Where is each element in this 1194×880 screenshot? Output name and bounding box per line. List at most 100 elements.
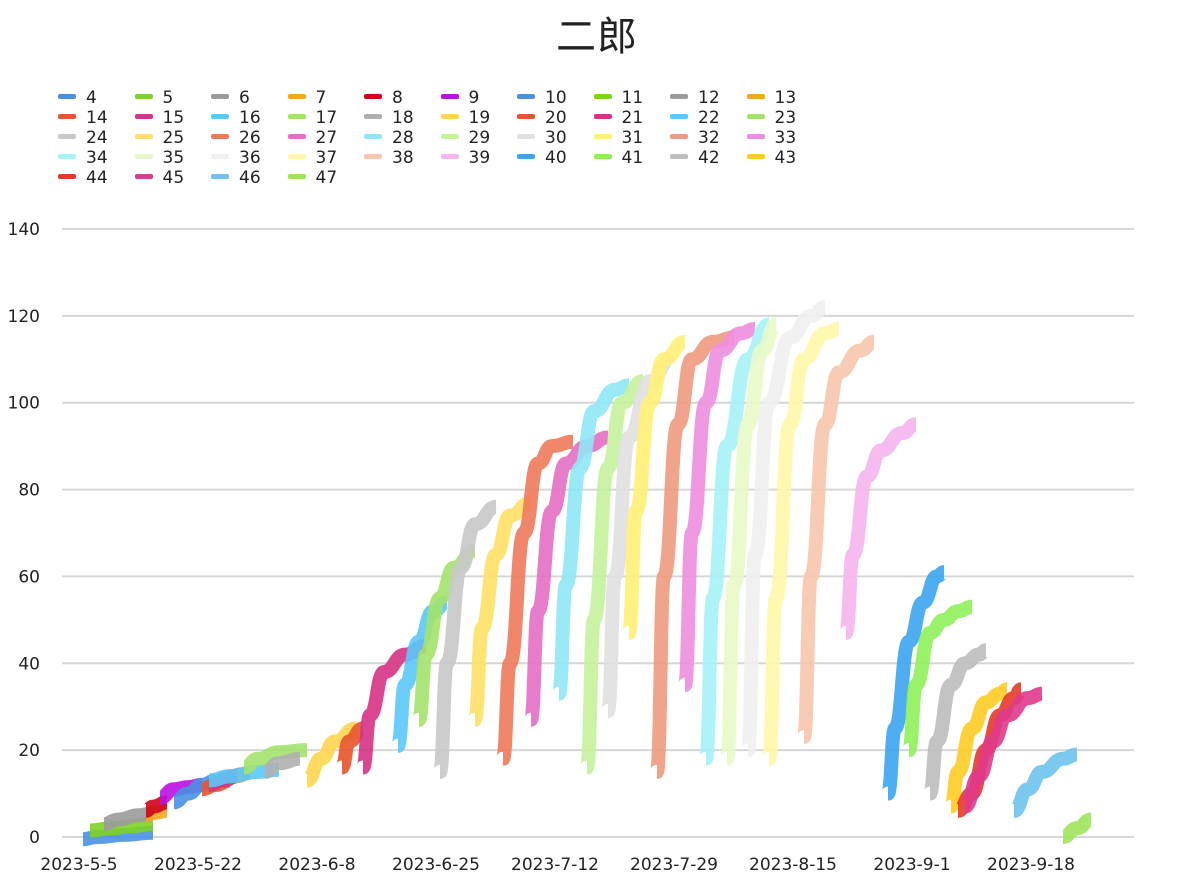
legend-item-33[interactable]: 33 xyxy=(746,128,797,148)
legend-swatch xyxy=(134,133,153,139)
series-line-34 xyxy=(699,317,772,766)
legend-item-19[interactable]: 19 xyxy=(440,108,490,128)
legend-item-6[interactable]: 6 xyxy=(211,88,250,108)
legend-item-8[interactable]: 8 xyxy=(364,88,403,108)
legend-item-14[interactable]: 14 xyxy=(58,108,108,128)
legend-item-37[interactable]: 37 xyxy=(287,148,338,168)
legend-label: 36 xyxy=(239,148,261,168)
series-line-38 xyxy=(797,334,876,745)
legend-swatch xyxy=(211,153,229,159)
legend-item-13[interactable]: 13 xyxy=(746,88,797,108)
legend-item-16[interactable]: 16 xyxy=(211,108,261,128)
series-line-37 xyxy=(762,321,840,766)
legend-item-38[interactable]: 38 xyxy=(364,148,414,168)
legend-item-15[interactable]: 15 xyxy=(134,108,185,128)
series-line-29 xyxy=(580,374,645,775)
legend-swatch xyxy=(134,93,153,99)
legend-swatch xyxy=(440,93,459,99)
legend-item-9[interactable]: 9 xyxy=(440,88,479,108)
legend-label: 10 xyxy=(545,88,567,108)
legend-label: 5 xyxy=(162,88,174,108)
legend-swatch xyxy=(517,113,535,119)
series-line-45 xyxy=(961,686,1043,814)
legend-swatch xyxy=(364,133,382,139)
legend-item-12[interactable]: 12 xyxy=(670,88,720,108)
x-tick-label: 2023-8-15 xyxy=(749,855,837,875)
series-line-18 xyxy=(263,751,301,779)
legend-item-41[interactable]: 41 xyxy=(593,148,644,168)
legend-swatch xyxy=(364,153,382,159)
legend-item-17[interactable]: 17 xyxy=(287,108,337,128)
legend-item-45[interactable]: 45 xyxy=(134,168,184,188)
series-line-33 xyxy=(678,321,756,692)
legend-item-34[interactable]: 34 xyxy=(58,148,108,168)
legend-item-28[interactable]: 28 xyxy=(364,128,414,148)
series-line-17 xyxy=(242,743,308,775)
legend-item-42[interactable]: 42 xyxy=(670,148,720,168)
legend-item-22[interactable]: 22 xyxy=(670,108,720,128)
series-line-35 xyxy=(720,317,780,766)
series-line-5 xyxy=(89,817,154,838)
legend-label: 15 xyxy=(162,108,185,128)
legend-item-20[interactable]: 20 xyxy=(517,108,567,128)
legend-item-31[interactable]: 31 xyxy=(593,128,644,148)
legend-label: 39 xyxy=(468,148,491,168)
legend-label: 41 xyxy=(621,148,644,168)
legend-label: 13 xyxy=(774,88,797,108)
legend-item-40[interactable]: 40 xyxy=(517,148,567,168)
legend-item-32[interactable]: 32 xyxy=(670,128,720,148)
y-tick-label: 120 xyxy=(8,307,40,327)
legend-item-23[interactable]: 23 xyxy=(746,108,796,128)
y-tick-label: 60 xyxy=(18,567,40,587)
legend-label: 35 xyxy=(162,148,185,168)
legend-item-25[interactable]: 25 xyxy=(134,128,184,148)
legend-item-21[interactable]: 21 xyxy=(593,108,644,128)
legend-item-43[interactable]: 43 xyxy=(746,148,797,168)
legend-item-26[interactable]: 26 xyxy=(211,128,261,148)
legend-item-36[interactable]: 36 xyxy=(211,148,261,168)
legend-label: 6 xyxy=(239,88,250,108)
series-line-41 xyxy=(902,599,973,758)
legend-item-29[interactable]: 29 xyxy=(440,128,490,148)
legend-item-4[interactable]: 4 xyxy=(58,88,97,108)
series-line-32 xyxy=(650,330,735,779)
legend-item-44[interactable]: 44 xyxy=(58,168,108,188)
legend-label: 37 xyxy=(315,148,338,168)
legend-swatch xyxy=(593,93,612,99)
y-tick-label: 80 xyxy=(18,481,40,501)
legend-label: 33 xyxy=(774,128,797,148)
legend-item-11[interactable]: 11 xyxy=(593,88,643,108)
series-line-47 xyxy=(1061,812,1093,844)
legend-item-24[interactable]: 24 xyxy=(58,128,108,148)
legend-item-18[interactable]: 18 xyxy=(364,108,414,128)
legend-item-5[interactable]: 5 xyxy=(134,88,174,108)
series-line-20 xyxy=(335,721,366,775)
series-line-28 xyxy=(552,378,630,701)
x-tick-label: 2023-5-5 xyxy=(40,855,117,875)
series-line-25 xyxy=(468,495,533,727)
legend-item-10[interactable]: 10 xyxy=(517,88,567,108)
legend-item-35[interactable]: 35 xyxy=(134,148,185,168)
legend-item-47[interactable]: 47 xyxy=(287,168,337,188)
legend-item-7[interactable]: 7 xyxy=(287,88,326,108)
series-line-46 xyxy=(1010,747,1078,818)
legend-swatch xyxy=(670,133,688,139)
series-line-19 xyxy=(303,721,358,788)
legend-item-46[interactable]: 46 xyxy=(211,168,261,188)
legend-swatch xyxy=(134,113,153,119)
legend-label: 31 xyxy=(621,128,644,148)
series-line-39 xyxy=(839,417,918,640)
legend-label: 21 xyxy=(621,108,644,128)
series-line-31 xyxy=(622,334,687,640)
legend-item-39[interactable]: 39 xyxy=(440,148,491,168)
legend-swatch xyxy=(364,113,382,119)
legend-label: 4 xyxy=(86,88,97,108)
y-tick-label: 140 xyxy=(8,220,40,240)
legend-swatch xyxy=(58,153,76,159)
x-tick-label: 2023-7-12 xyxy=(511,855,599,875)
legend-item-30[interactable]: 30 xyxy=(517,128,567,148)
legend-label: 8 xyxy=(392,88,403,108)
legend-item-27[interactable]: 27 xyxy=(287,128,337,148)
x-axis: 2023-5-5 2023-5-22 2023-6-8 2023-6-25 2023-7… xyxy=(40,855,1075,875)
legend-label: 43 xyxy=(774,148,797,168)
